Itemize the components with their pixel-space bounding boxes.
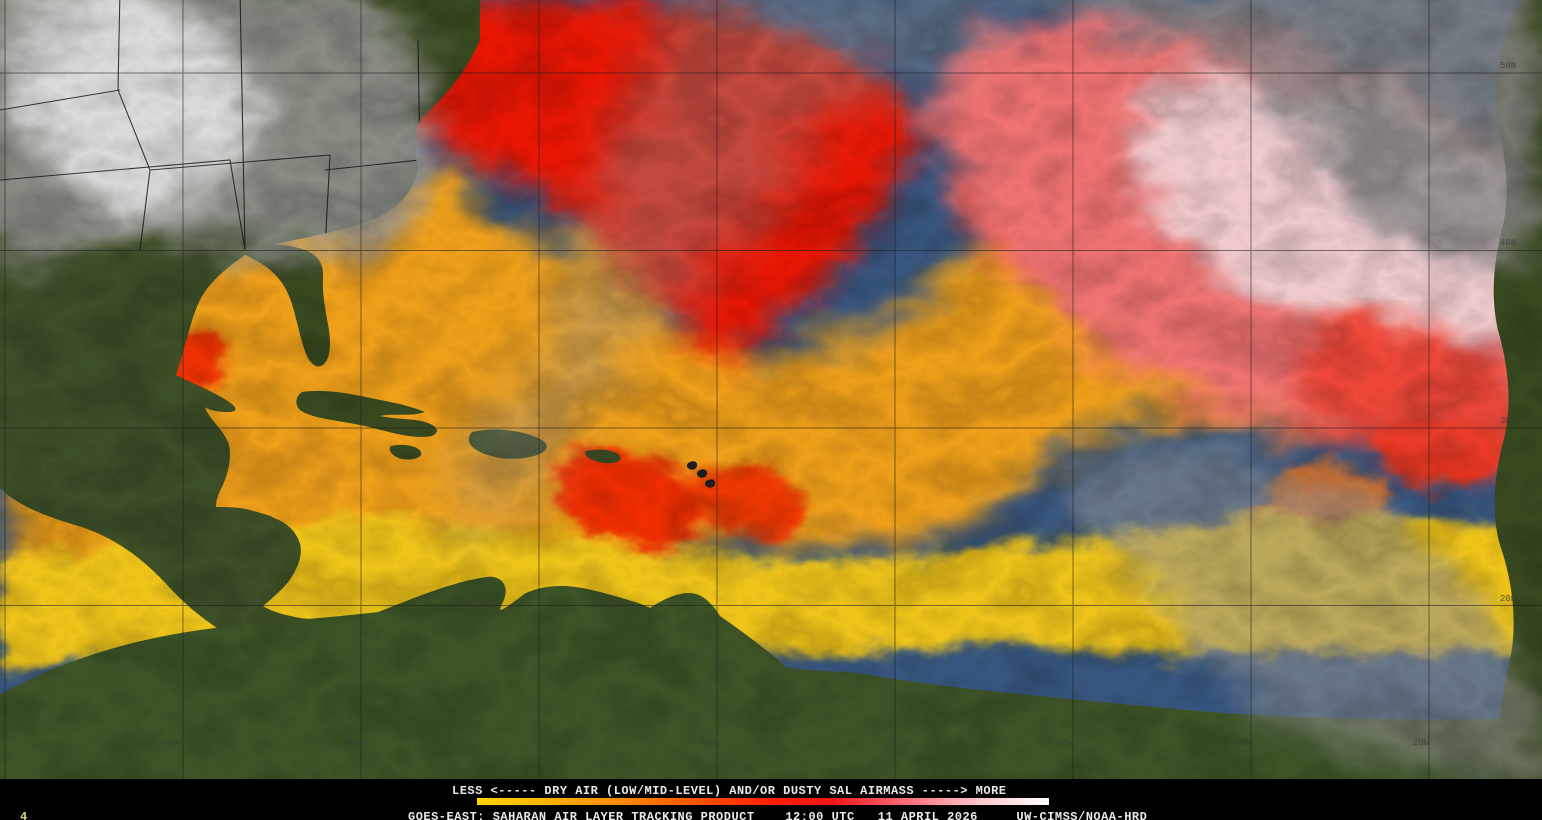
- svg-text:90W: 90W: [165, 738, 182, 748]
- svg-text:30N: 30N: [1500, 416, 1516, 426]
- svg-text:80W: 80W: [345, 738, 362, 748]
- svg-text:50N: 50N: [1500, 61, 1516, 71]
- svg-text:40N: 40N: [1500, 238, 1516, 248]
- svg-text:60W: 60W: [700, 738, 717, 748]
- svg-text:20N: 20N: [1500, 594, 1516, 604]
- svg-text:20W: 20W: [1413, 738, 1430, 748]
- svg-text:40W: 40W: [1057, 738, 1074, 748]
- svg-text:30W: 30W: [1235, 738, 1252, 748]
